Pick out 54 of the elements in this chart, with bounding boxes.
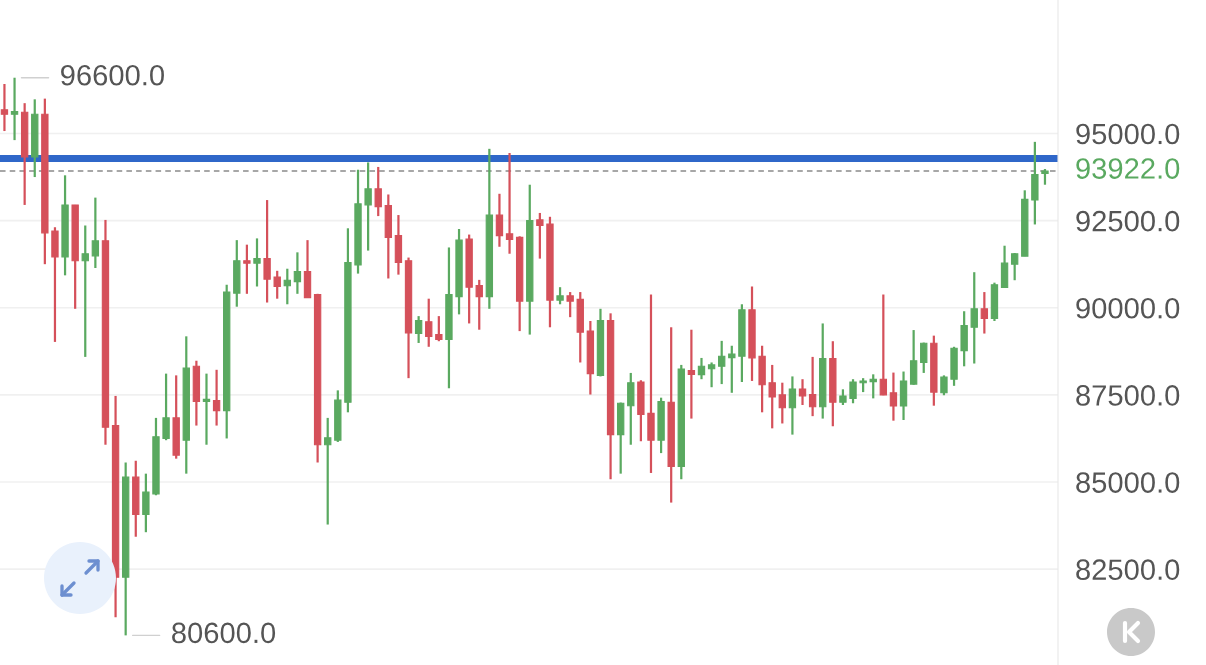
candlestick bbox=[10, 76, 19, 142]
y-tick-label: 82500.0 bbox=[1076, 559, 1180, 581]
ref-line-label: 93922.0 bbox=[1076, 158, 1180, 179]
candlestick bbox=[1010, 251, 1019, 282]
candlestick bbox=[162, 372, 170, 442]
candlestick bbox=[91, 196, 100, 270]
annotation: 96600.0 bbox=[61, 64, 164, 86]
candlestick bbox=[425, 297, 433, 348]
candlestick bbox=[697, 356, 706, 381]
candlestick bbox=[212, 368, 221, 427]
candlestick bbox=[293, 251, 302, 295]
annotation: 80600.0 bbox=[172, 622, 276, 644]
y-tick-label: 85000.0 bbox=[1076, 472, 1180, 493]
candlestick bbox=[495, 192, 504, 248]
candlestick bbox=[627, 371, 635, 446]
candlestick bbox=[263, 198, 271, 304]
candlestick bbox=[435, 315, 443, 343]
candlestick bbox=[879, 293, 888, 397]
candlestick bbox=[273, 269, 281, 300]
candlestick bbox=[718, 339, 726, 386]
candlestick bbox=[808, 355, 817, 418]
candlestick bbox=[687, 328, 696, 420]
candlestick bbox=[920, 341, 928, 375]
candlestick bbox=[869, 373, 877, 400]
y-tick-label: 90000.0 bbox=[1076, 297, 1180, 319]
candlestick bbox=[0, 82, 9, 133]
candlestick bbox=[364, 161, 372, 252]
candlestick bbox=[243, 243, 251, 295]
candlestick bbox=[940, 374, 948, 397]
candlestick bbox=[707, 361, 716, 389]
candlestick bbox=[798, 378, 807, 407]
candlestick bbox=[980, 290, 989, 335]
candlestick bbox=[202, 372, 211, 446]
y-tick-label: 87500.0 bbox=[1076, 385, 1180, 406]
candlestick bbox=[889, 371, 898, 422]
candlestick bbox=[142, 472, 150, 534]
candlestick bbox=[253, 237, 261, 288]
candlestick bbox=[788, 375, 797, 436]
y-tick-label: 92500.0 bbox=[1076, 210, 1180, 232]
candlestick bbox=[778, 381, 786, 425]
candlestick bbox=[536, 211, 544, 260]
candlestick bbox=[475, 278, 483, 331]
candlestick bbox=[728, 344, 736, 394]
candlestick bbox=[909, 328, 918, 386]
y-tick-label: 95000.0 bbox=[1076, 123, 1180, 145]
candlestick bbox=[505, 151, 514, 255]
candlestick bbox=[324, 416, 332, 526]
candlestick bbox=[374, 165, 382, 218]
candlestick bbox=[970, 271, 978, 365]
candlestick bbox=[849, 378, 857, 405]
candlestick bbox=[566, 290, 574, 319]
candlestick bbox=[81, 224, 89, 359]
candlestick bbox=[414, 315, 423, 345]
candlestick bbox=[768, 363, 776, 430]
